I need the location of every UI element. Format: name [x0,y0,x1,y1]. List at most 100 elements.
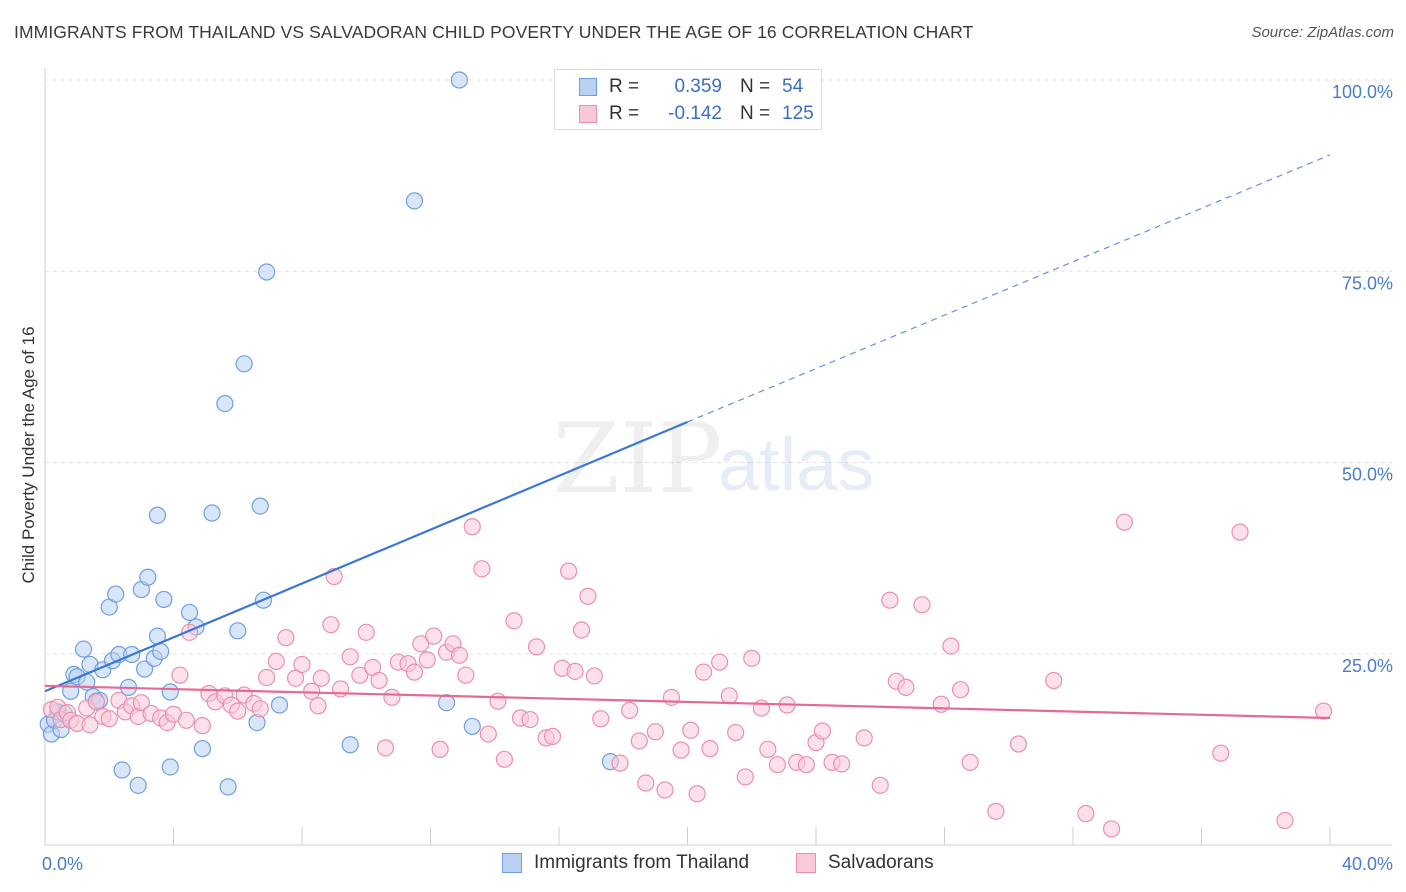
salvadorans-swatch [579,105,597,123]
watermark: ZIP atlas [553,403,874,515]
y-tick-label: 75.0% [1342,273,1393,293]
data-point [521,710,539,729]
y-tick-label: 25.0% [1342,656,1393,676]
x-tick-label: 0.0% [42,854,83,874]
data-point [951,681,970,699]
y-axis-label: Child Poverty Under the Age of 16 [19,326,38,583]
data-point [463,518,481,536]
r-value: 0.359 [674,76,722,97]
legend-item-salvadorans[interactable]: Salvadorans [796,852,934,874]
data-point [219,778,237,796]
data-point [1077,805,1095,823]
data-point [293,655,311,674]
series-points-salvadorans [42,513,1333,838]
data-point [881,591,899,609]
n-value: 54 [782,76,804,97]
data-point [251,497,269,515]
data-point [833,755,851,773]
axes [44,68,1392,846]
data-point [425,627,443,645]
data-point [437,694,456,712]
data-point [701,740,719,758]
data-point [694,663,713,681]
data-point [855,729,873,747]
data-point [177,711,195,729]
n-value: 125 [782,103,814,124]
data-point [473,560,491,578]
data-point [688,785,706,803]
thailand-swatch [579,78,597,96]
data-point [322,616,340,634]
trend-line-thailand-extension [687,154,1331,423]
series-points-thailand [39,71,620,796]
data-point [1212,744,1230,762]
data-point [759,740,777,758]
data-point [341,648,359,666]
legend-item-thailand[interactable]: Immigrants from Thailand [502,852,749,874]
data-point [270,696,289,714]
data-point [1314,702,1333,720]
y-tick-label: 100.0% [1332,82,1393,102]
r-value: -0.142 [668,103,722,124]
data-point [193,717,212,735]
data-point [527,638,546,656]
watermark-atlas: atlas [718,423,874,506]
data-point [727,723,745,742]
series-legend: Immigrants from Thailand Salvadorans [0,852,1406,878]
data-point [797,756,815,774]
r-label: R = [609,76,640,97]
chart-source: Source: ZipAtlas.com [1251,24,1394,41]
legend-label-salvadorans: Salvadorans [828,852,934,873]
trend-line-salvadorans [44,684,1331,720]
data-point [720,687,738,705]
data-point [405,192,424,210]
data-point [418,651,436,669]
data-point [637,774,655,792]
data-point [813,722,832,740]
data-point [171,666,189,684]
data-point [405,663,424,681]
data-point [312,669,330,687]
stats-row-thailand: R = 0.359 N = 54 [579,74,803,100]
data-point [768,756,787,774]
legend-swatch-thailand [502,853,522,873]
data-point [479,725,497,743]
data-point [100,710,118,728]
data-point [1102,820,1121,838]
data-point [357,623,375,641]
data-point [129,776,147,794]
data-point [942,637,960,655]
data-point [107,585,125,603]
data-point [203,504,221,522]
data-point [370,671,388,690]
data-point [229,702,247,720]
data-point [672,741,690,759]
data-point [383,688,401,706]
tick-labels: 25.0% 50.0% 75.0% 100.0% 0.0% 40.0% [42,82,1393,874]
data-point [932,695,950,713]
data-point [1045,671,1063,690]
data-point [132,694,150,712]
data-point [897,678,915,697]
data-point [1276,811,1294,830]
data-point [139,568,157,586]
r-label: R = [609,103,640,124]
data-point [656,781,674,799]
n-label: N = [740,103,771,124]
data-point [450,71,469,89]
trend-line-thailand [44,420,688,693]
legend-label-thailand: Immigrants from Thailand [534,852,750,873]
data-point [611,754,629,772]
data-point [752,699,770,717]
data-point [871,776,889,794]
data-point [630,732,648,750]
data-point [1009,735,1027,753]
data-point [450,646,469,664]
data-point [331,680,350,698]
chart-title: IMMIGRANTS FROM THAILAND VS SALVADORAN C… [14,22,974,42]
data-point [743,649,761,667]
data-point [572,621,591,639]
data-point [286,669,305,687]
data-point [646,723,664,741]
